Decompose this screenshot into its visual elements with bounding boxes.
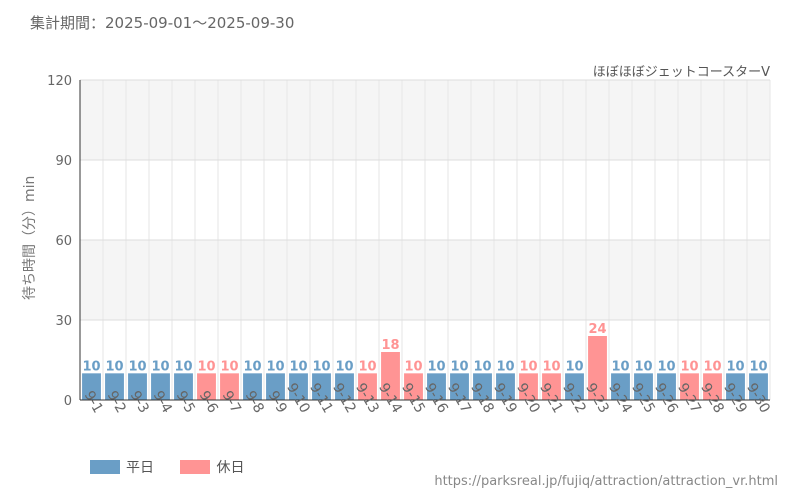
period-start: 2025-09-01 [105, 14, 193, 32]
bar [680, 373, 699, 400]
data-label: 10 [174, 359, 192, 374]
y-tick-label: 0 [64, 394, 72, 409]
data-label: 24 [588, 322, 606, 337]
attraction-name: ほぼほぼジェットコースターV [592, 65, 770, 80]
bars [82, 336, 768, 400]
bar [657, 373, 676, 400]
bar [220, 373, 239, 400]
data-label: 10 [703, 359, 721, 374]
data-label: 10 [335, 359, 353, 374]
legend-item-weekday[interactable]: 平日 [90, 457, 154, 477]
data-label: 18 [381, 338, 399, 353]
data-label: 10 [657, 359, 675, 374]
data-label: 10 [197, 359, 215, 374]
data-label: 10 [266, 359, 284, 374]
data-label: 10 [542, 359, 560, 374]
bar [289, 373, 308, 400]
bar [726, 373, 745, 400]
data-label: 10 [726, 359, 744, 374]
bar [611, 373, 630, 400]
bar [105, 373, 124, 400]
y-tick-label: 120 [47, 74, 72, 89]
data-label: 10 [312, 359, 330, 374]
bar [266, 373, 285, 400]
data-label: 10 [128, 359, 146, 374]
y-tick-label: 90 [55, 154, 72, 169]
legend-label-holiday: 休日 [216, 460, 245, 476]
data-label: 10 [450, 359, 468, 374]
bar [634, 373, 653, 400]
bar [450, 373, 469, 400]
bar [312, 373, 331, 400]
grid-lines [79, 79, 771, 401]
bar [519, 373, 538, 400]
period-end: 2025-09-30 [207, 14, 295, 32]
axes [79, 80, 770, 401]
data-label: 10 [358, 359, 376, 374]
period-label: 集計期間： [30, 14, 106, 32]
data-label: 10 [151, 359, 169, 374]
data-label: 10 [289, 359, 307, 374]
bar [335, 373, 354, 400]
data-labels: 10 10 10 10 10 10 10 10 10 10 10 10 10 18 10 10 10 10 10 10… [82, 322, 767, 374]
bar [128, 373, 147, 400]
data-label: 10 [496, 359, 514, 374]
bar [82, 373, 101, 400]
period-text: 集計期間：2025-09-01〜2025-09-30 [30, 12, 294, 33]
data-label: 10 [473, 359, 491, 374]
data-label: 10 [634, 359, 652, 374]
data-label: 10 [105, 359, 123, 374]
bar [703, 373, 722, 400]
bar [542, 373, 561, 400]
y-tick-label: 60 [55, 234, 72, 249]
y-ticks: 0 30 60 90 120 [47, 74, 72, 409]
data-label: 10 [404, 359, 422, 374]
data-label: 10 [519, 359, 537, 374]
data-label: 10 [565, 359, 583, 374]
data-label: 10 [427, 359, 445, 374]
bar [151, 373, 170, 400]
legend-item-holiday[interactable]: 休日 [180, 457, 244, 477]
period-separator: 〜 [192, 14, 208, 32]
bar [565, 373, 584, 400]
data-label: 10 [611, 359, 629, 374]
bar [588, 336, 607, 400]
data-label: 10 [680, 359, 698, 374]
data-label: 10 [243, 359, 261, 374]
legend: 平日 休日 [90, 457, 266, 478]
legend-swatch-weekday [90, 460, 120, 474]
bar [473, 373, 492, 400]
bar [404, 373, 423, 400]
bar [749, 373, 768, 400]
bar [381, 352, 400, 400]
bar [243, 373, 262, 400]
data-label: 10 [220, 359, 238, 374]
bar [358, 373, 377, 400]
bar [496, 373, 515, 400]
legend-swatch-holiday [180, 460, 211, 474]
data-label: 10 [82, 359, 100, 374]
source-url[interactable]: https://parksreal.jp/fujiq/attraction/at… [434, 474, 778, 489]
bar [174, 373, 193, 400]
legend-label-weekday: 平日 [126, 460, 154, 476]
y-tick-label: 30 [55, 314, 72, 329]
bar [197, 373, 216, 400]
data-label: 10 [749, 359, 767, 374]
bar [427, 373, 446, 400]
